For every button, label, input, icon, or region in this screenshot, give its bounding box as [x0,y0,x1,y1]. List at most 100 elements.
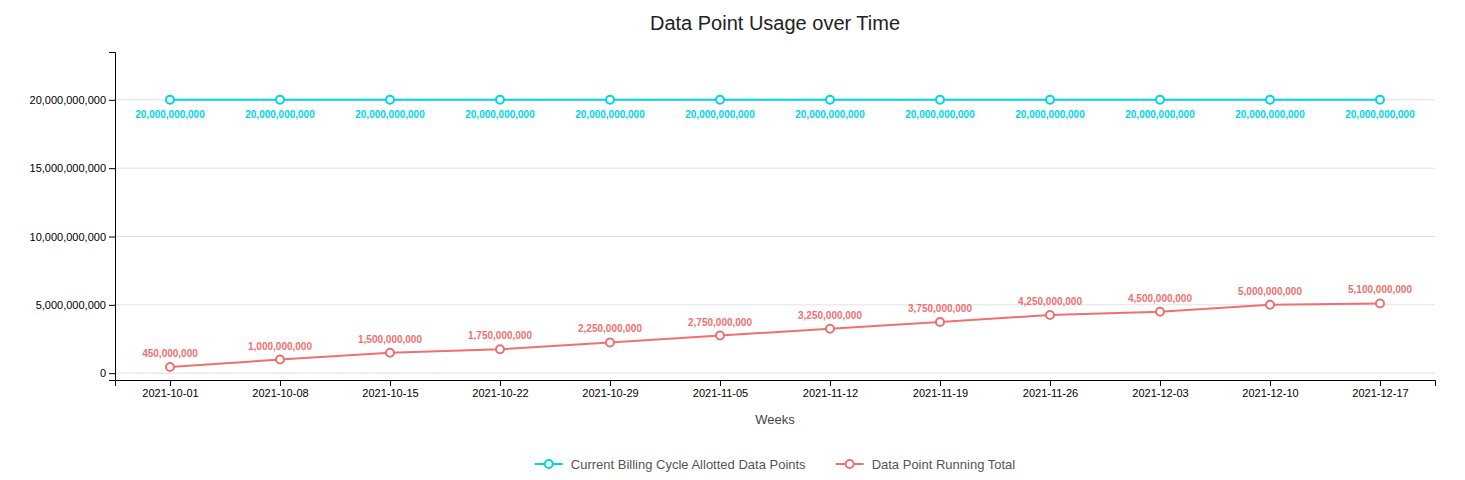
point [1046,96,1054,104]
data-label: 20,000,000,000 [135,109,205,120]
legend-label: Data Point Running Total [872,457,1016,472]
x-tick-mark [1160,380,1161,386]
point [1266,96,1274,104]
x-axis-title: Weeks [755,412,795,427]
data-labels: 20,000,000,000 20,000,000,000 20,000,000,0… [135,109,1415,359]
grid-line [115,99,1435,100]
x-tick-label: 2021-10-15 [362,387,418,399]
x-tick-label: 2021-12-17 [1352,387,1408,399]
data-label: 3,750,000,000 [908,303,972,314]
x-tick-mark [500,380,501,386]
y-tick-mark [109,305,115,306]
point [936,318,944,326]
x-tick-label: 2021-10-01 [142,387,198,399]
point [276,96,284,104]
data-label: 20,000,000,000 [685,109,755,120]
point [826,96,834,104]
x-tick-mark [830,380,831,386]
data-label: 4,250,000,000 [1018,296,1082,307]
y-tick-mark [109,373,115,374]
point [166,96,174,104]
x-tick-mark [390,380,391,386]
point [276,356,284,364]
point [716,332,724,340]
legend-marker [846,460,854,468]
x-tick-mark [1380,380,1381,386]
data-label: 1,500,000,000 [358,334,422,345]
x-tick: 2021-10-08 [252,380,308,399]
point [936,96,944,104]
data-label: 20,000,000,000 [1345,109,1415,120]
title: Data Point Usage over Time [650,12,900,34]
point [1376,96,1384,104]
x-axis: 2021-10-01 2021-10-08 2021-10-15 2021-10-22… [116,380,1436,399]
plot: 0 5,000,000,000 10,000,000,000 15,000,000,0… [30,53,1436,399]
grid-line [115,168,1435,169]
data-label: 20,000,000,000 [1015,109,1085,120]
x-tick-label: 2021-11-05 [693,387,748,399]
x-tick: 2021-10-22 [472,380,528,399]
point [606,96,614,104]
data-label: 5,000,000,000 [1238,286,1302,297]
y-tick-label: 15,000,000,000 [30,162,106,174]
x-tick-mark [1050,380,1051,386]
y-tick-label: 10,000,000,000 [30,231,106,243]
data-label: 20,000,000,000 [245,109,315,120]
x-tick: 2021-10-15 [362,380,418,399]
data-label: 20,000,000,000 [575,109,645,120]
point [716,96,724,104]
y-tick-mark [109,168,115,169]
y-tick: 20,000,000,000 [30,94,115,106]
data-label: 3,250,000,000 [798,310,862,321]
data-label: 1,000,000,000 [248,341,312,352]
point [1156,96,1164,104]
point [386,96,394,104]
x-tick-mark [720,380,721,386]
data-label: 20,000,000,000 [465,109,535,120]
point [1376,299,1384,307]
x-tick: 2021-12-17 [1352,380,1408,399]
data-label: 1,750,000,000 [468,330,532,341]
x-tick: 2021-11-05 [693,380,748,399]
x-tick-mark [1270,380,1271,386]
point [1266,301,1274,309]
y-tick-label: 0 [100,367,106,379]
legend-marker [545,460,553,468]
x-tick: 2021-10-01 [142,380,198,399]
x-tick-label: 2021-10-08 [252,387,308,399]
x-tick-label: 2021-12-03 [1132,387,1188,399]
data-label: 20,000,000,000 [905,109,975,120]
legend-item: Data Point Running Total [836,457,1016,472]
x-tick-mark [170,380,171,386]
x-tick-label: 2021-11-26 [1023,387,1078,399]
point [1156,308,1164,316]
legend: Current Billing Cycle Allotted Data Poin… [535,457,1016,472]
data-label: 20,000,000,000 [1235,109,1305,120]
grid-line [115,373,1435,374]
legend-item: Current Billing Cycle Allotted Data Poin… [535,457,806,472]
data-label: 20,000,000,000 [1125,109,1195,120]
x-tick-label: 2021-10-22 [472,387,528,399]
y-tick: 10,000,000,000 [30,231,115,243]
chart: 0 5,000,000,000 10,000,000,000 15,000,000,0… [0,0,1465,480]
point [166,363,174,371]
y-tick: 5,000,000,000 [36,299,115,311]
data-label: 5,100,000,000 [1348,284,1412,295]
grid-line [115,304,1435,305]
data-label: 450,000,000 [142,348,198,359]
x-tick: 2021-11-12 [803,380,858,399]
series-line [170,303,1380,367]
point [496,345,504,353]
y-tick-label: 5,000,000,000 [36,299,106,311]
x-tick-mark [280,380,281,386]
x-tick: 2021-10-29 [582,380,638,399]
point [1046,311,1054,319]
x-tick: 2021-11-26 [1023,380,1078,399]
y-tick-mark [109,237,115,238]
grid-line [115,236,1435,237]
series-line [170,99,1380,101]
y-axis-line [109,53,116,381]
point [496,96,504,104]
data-label: 20,000,000,000 [355,109,425,120]
point [606,338,614,346]
